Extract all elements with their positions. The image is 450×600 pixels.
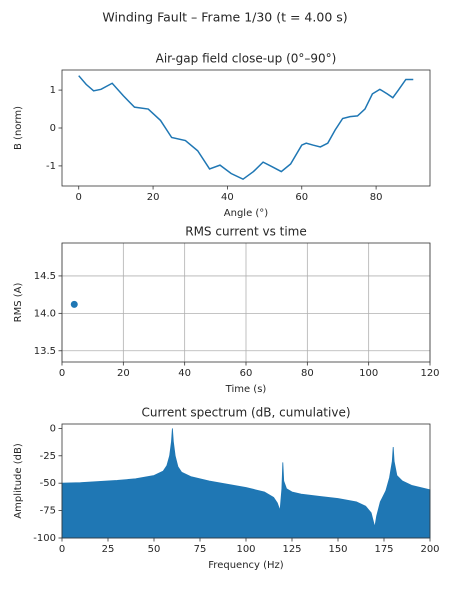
x-axis-label: Angle (°) — [224, 208, 269, 219]
y-tick-label: -1 — [46, 161, 56, 172]
x-tick-label: 0 — [59, 368, 65, 379]
axes-title: RMS current vs time — [185, 225, 307, 239]
y-tick-label: 13.5 — [34, 346, 56, 357]
x-tick-label: 40 — [221, 192, 234, 203]
x-tick-label: 0 — [76, 192, 82, 203]
x-tick-label: 175 — [374, 544, 393, 555]
x-tick-label: 120 — [420, 368, 439, 379]
x-tick-label: 80 — [370, 192, 383, 203]
x-tick-label: 100 — [359, 368, 378, 379]
figure-title: Winding Fault – Frame 1/30 (t = 4.00 s) — [102, 10, 347, 25]
x-tick-label: 50 — [148, 544, 161, 555]
y-tick-label: 1 — [50, 85, 56, 96]
y-axis-label: Amplitude (dB) — [13, 443, 24, 519]
x-tick-label: 60 — [295, 192, 308, 203]
y-tick-label: -100 — [33, 533, 56, 544]
y-axis-label: RMS (A) — [13, 283, 24, 323]
axes-title: Current spectrum (dB, cumulative) — [141, 406, 350, 420]
axes-frame — [61, 423, 431, 539]
x-tick-label: 150 — [328, 544, 347, 555]
x-axis-label: Time (s) — [225, 384, 267, 395]
x-tick-label: 0 — [59, 544, 65, 555]
y-tick-label: -25 — [40, 451, 56, 462]
y-tick-label: -75 — [40, 506, 56, 517]
y-tick-label: 14.0 — [34, 308, 56, 319]
x-tick-label: 100 — [236, 544, 255, 555]
x-tick-label: 20 — [147, 192, 160, 203]
axes-frame — [61, 242, 431, 363]
point — [70, 300, 78, 308]
axes-title: Air-gap field close-up (0°–90°) — [156, 52, 337, 66]
y-axis-label: B (norm) — [13, 106, 24, 150]
x-axis-label: Frequency (Hz) — [208, 560, 284, 571]
area-series — [61, 428, 431, 539]
line-series — [78, 75, 414, 181]
y-tick-label: 14.5 — [34, 271, 56, 282]
x-tick-label: 20 — [117, 368, 130, 379]
x-tick-label: 40 — [178, 368, 191, 379]
x-tick-label: 60 — [240, 368, 253, 379]
x-tick-label: 80 — [301, 368, 314, 379]
x-tick-label: 75 — [194, 544, 207, 555]
x-tick-label: 200 — [420, 544, 439, 555]
x-tick-label: 25 — [102, 544, 115, 555]
x-tick-label: 125 — [282, 544, 301, 555]
y-tick-label: 0 — [50, 123, 56, 134]
y-tick-label: 0 — [50, 423, 56, 434]
axes-frame — [61, 69, 431, 187]
y-tick-label: -50 — [40, 478, 56, 489]
